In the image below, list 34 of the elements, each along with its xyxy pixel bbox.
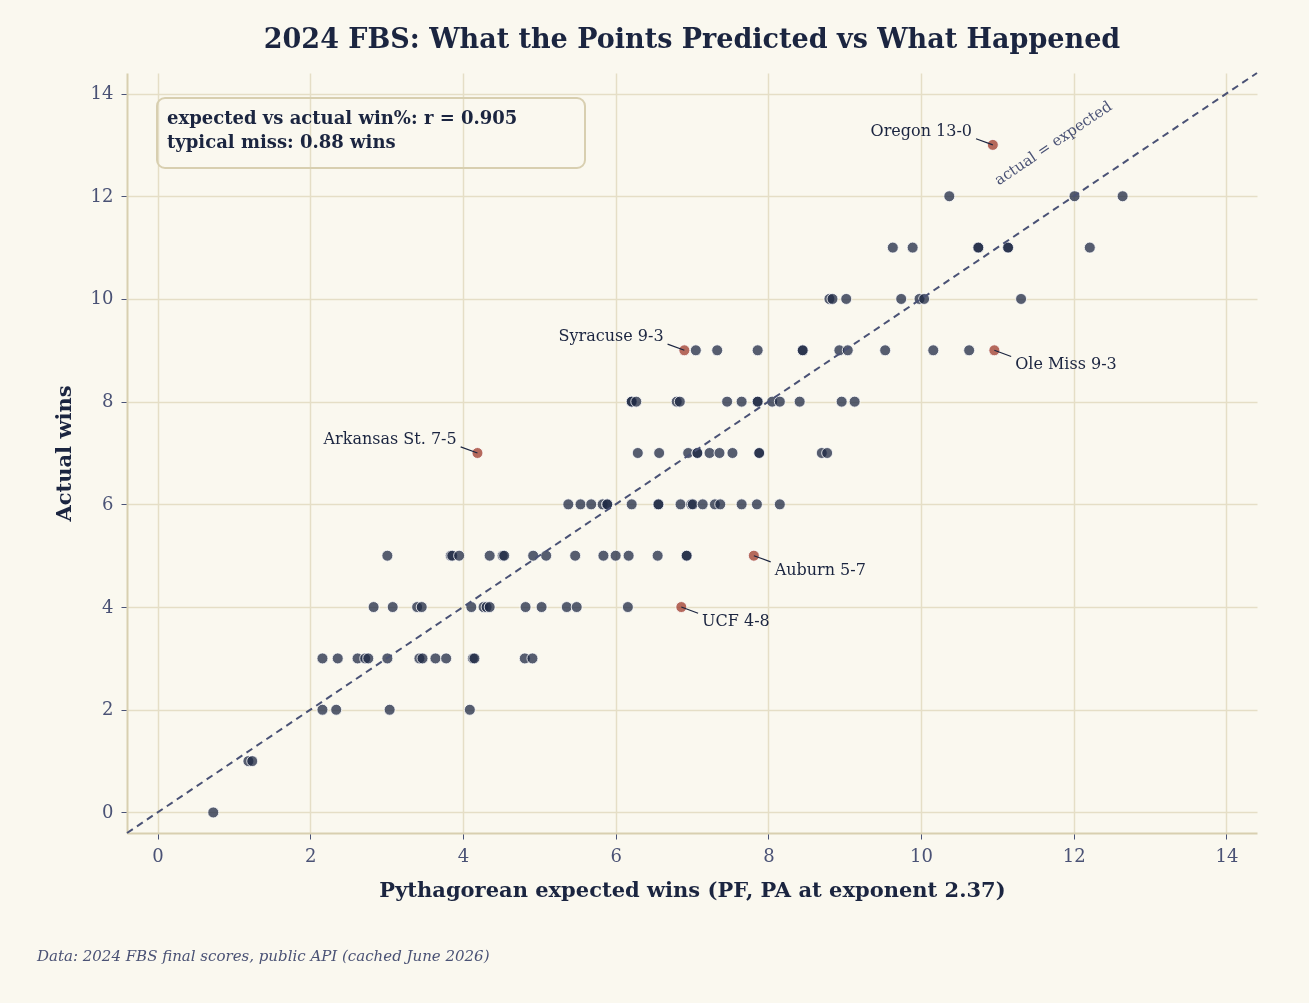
x-tick-label: 2 xyxy=(305,844,317,866)
chart-title: 2024 FBS: What the Points Predicted vs What Happened xyxy=(263,23,1121,54)
point xyxy=(471,447,484,459)
point xyxy=(747,549,760,562)
point xyxy=(986,138,999,151)
x-tick-label: 6 xyxy=(610,844,622,866)
y-tick-label: 0 xyxy=(102,800,114,822)
annotation: Oregon 13-0 xyxy=(870,120,973,140)
annotation: Auburn 5-7 xyxy=(773,559,866,579)
annotation: UCF 4-8 xyxy=(702,611,770,631)
annotation: Syracuse 9-3 xyxy=(558,326,664,346)
x-tick-label: 10 xyxy=(910,844,934,866)
x-tick-label: 0 xyxy=(152,844,164,866)
x-tick-label: 12 xyxy=(1062,844,1086,866)
x-tick-label: 8 xyxy=(763,844,775,866)
y-tick-label: 10 xyxy=(90,287,114,309)
text: Data: 2024 FBS final scores, public API (cached June 2026) xyxy=(36,947,490,965)
annotation: expected vs actual win%: r = 0.905 xyxy=(167,107,518,128)
y-tick-label: 8 xyxy=(102,390,114,412)
y-axis-title: Actual wins xyxy=(50,385,76,523)
y-tick-label: 14 xyxy=(90,82,114,104)
point xyxy=(675,601,688,614)
x-tick-label: 14 xyxy=(1215,844,1239,866)
annotation: Arkansas St. 7-5 xyxy=(322,428,457,448)
y-tick-label: 12 xyxy=(90,184,114,206)
y-tick-label: 2 xyxy=(102,698,114,720)
y-tick-label: 4 xyxy=(102,595,114,617)
point xyxy=(678,344,691,357)
annotation: Ole Miss 9-3 xyxy=(1015,354,1117,374)
x-tick-label: 4 xyxy=(457,844,470,866)
annotation: typical miss: 0.88 wins xyxy=(167,131,396,152)
x-axis-title: Pythagorean expected wins (PF, PA at exponent 2.37) xyxy=(379,876,1006,902)
point xyxy=(988,344,1001,357)
y-tick-label: 6 xyxy=(102,492,114,514)
